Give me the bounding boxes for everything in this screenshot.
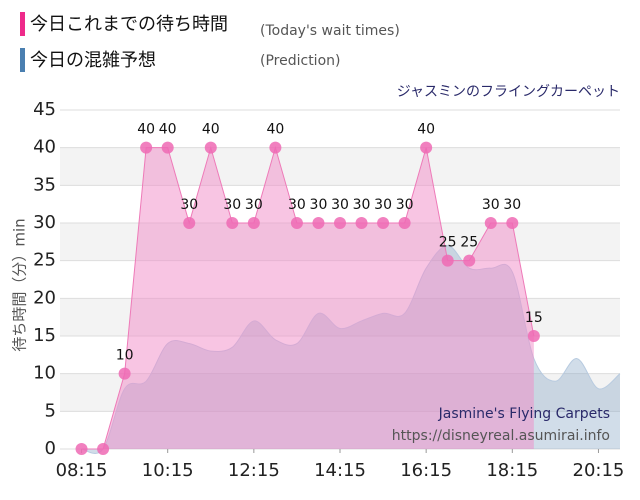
subtitle: ジャスミンのフライングカーペット [397, 84, 620, 100]
y-tick-label: 45 [33, 99, 56, 120]
point [97, 443, 110, 455]
value-label: 40 [137, 122, 155, 138]
point [140, 141, 153, 154]
legend-label: 今日これまでの待ち時間 [30, 14, 228, 35]
point [355, 217, 368, 229]
value-label: 30 [396, 197, 414, 213]
value-label: 30 [288, 197, 306, 213]
value-label: 30 [310, 197, 328, 213]
point [506, 217, 519, 229]
legend-note: (Today's wait times) [260, 23, 400, 39]
x-tick-label: 16:15 [400, 460, 452, 481]
point [312, 217, 325, 229]
point [118, 367, 131, 380]
point [290, 217, 303, 229]
point [334, 217, 346, 229]
y-tick-label: 15 [33, 325, 56, 346]
point [484, 217, 497, 229]
y-tick-label: 30 [33, 212, 56, 233]
point [161, 141, 174, 154]
value-label: 30 [503, 197, 521, 213]
value-label: 10 [116, 348, 134, 364]
point [441, 254, 454, 267]
point [527, 330, 540, 342]
value-label: 30 [374, 197, 392, 213]
y-tick-label: 0 [45, 438, 56, 459]
value-label: 40 [159, 122, 177, 138]
value-label: 30 [245, 197, 263, 213]
point [463, 254, 476, 267]
value-label: 15 [525, 310, 543, 326]
value-label: 30 [223, 197, 241, 213]
y-tick-label: 20 [33, 287, 56, 308]
point [75, 443, 88, 455]
x-tick-label: 18:15 [486, 460, 538, 481]
y-tick-label: 10 [33, 363, 56, 384]
legend-swatch [20, 48, 25, 72]
line [81, 145, 535, 450]
value-label: 30 [331, 197, 349, 213]
point [204, 141, 217, 154]
y-tick-label: 35 [33, 174, 56, 195]
x-tick-label: 12:15 [228, 460, 280, 481]
point [226, 217, 239, 229]
value-label: 25 [460, 235, 478, 251]
point [420, 141, 433, 154]
point [269, 141, 282, 154]
value-label: 30 [180, 197, 198, 213]
point [398, 217, 411, 229]
point [247, 217, 260, 229]
y-tick-label: 5 [45, 400, 56, 421]
value-label: 30 [353, 197, 371, 213]
value-label: 25 [439, 235, 457, 251]
area [81, 147, 534, 449]
x-tick-label: 08:15 [56, 460, 108, 481]
y-tick-label: 25 [33, 250, 56, 271]
x-tick-label: 20:15 [573, 460, 625, 481]
value-label: 40 [202, 122, 220, 138]
y-axis-label: 待ち時間（分）min [11, 218, 29, 351]
watermark: Jasmine's Flying Carpets [438, 406, 610, 422]
y-tick-label: 40 [33, 137, 56, 158]
point [183, 217, 196, 229]
value-label: 40 [417, 122, 435, 138]
watermark: https://disneyreal.asumirai.info [392, 428, 610, 444]
legend-label: 今日の混雑予想 [30, 50, 156, 71]
point [377, 217, 390, 229]
value-label: 30 [482, 197, 500, 213]
legend-swatch [20, 12, 25, 36]
legend-note: (Prediction) [260, 53, 340, 69]
x-tick-label: 10:15 [142, 460, 194, 481]
x-tick-label: 14:15 [314, 460, 366, 481]
value-label: 40 [266, 122, 284, 138]
